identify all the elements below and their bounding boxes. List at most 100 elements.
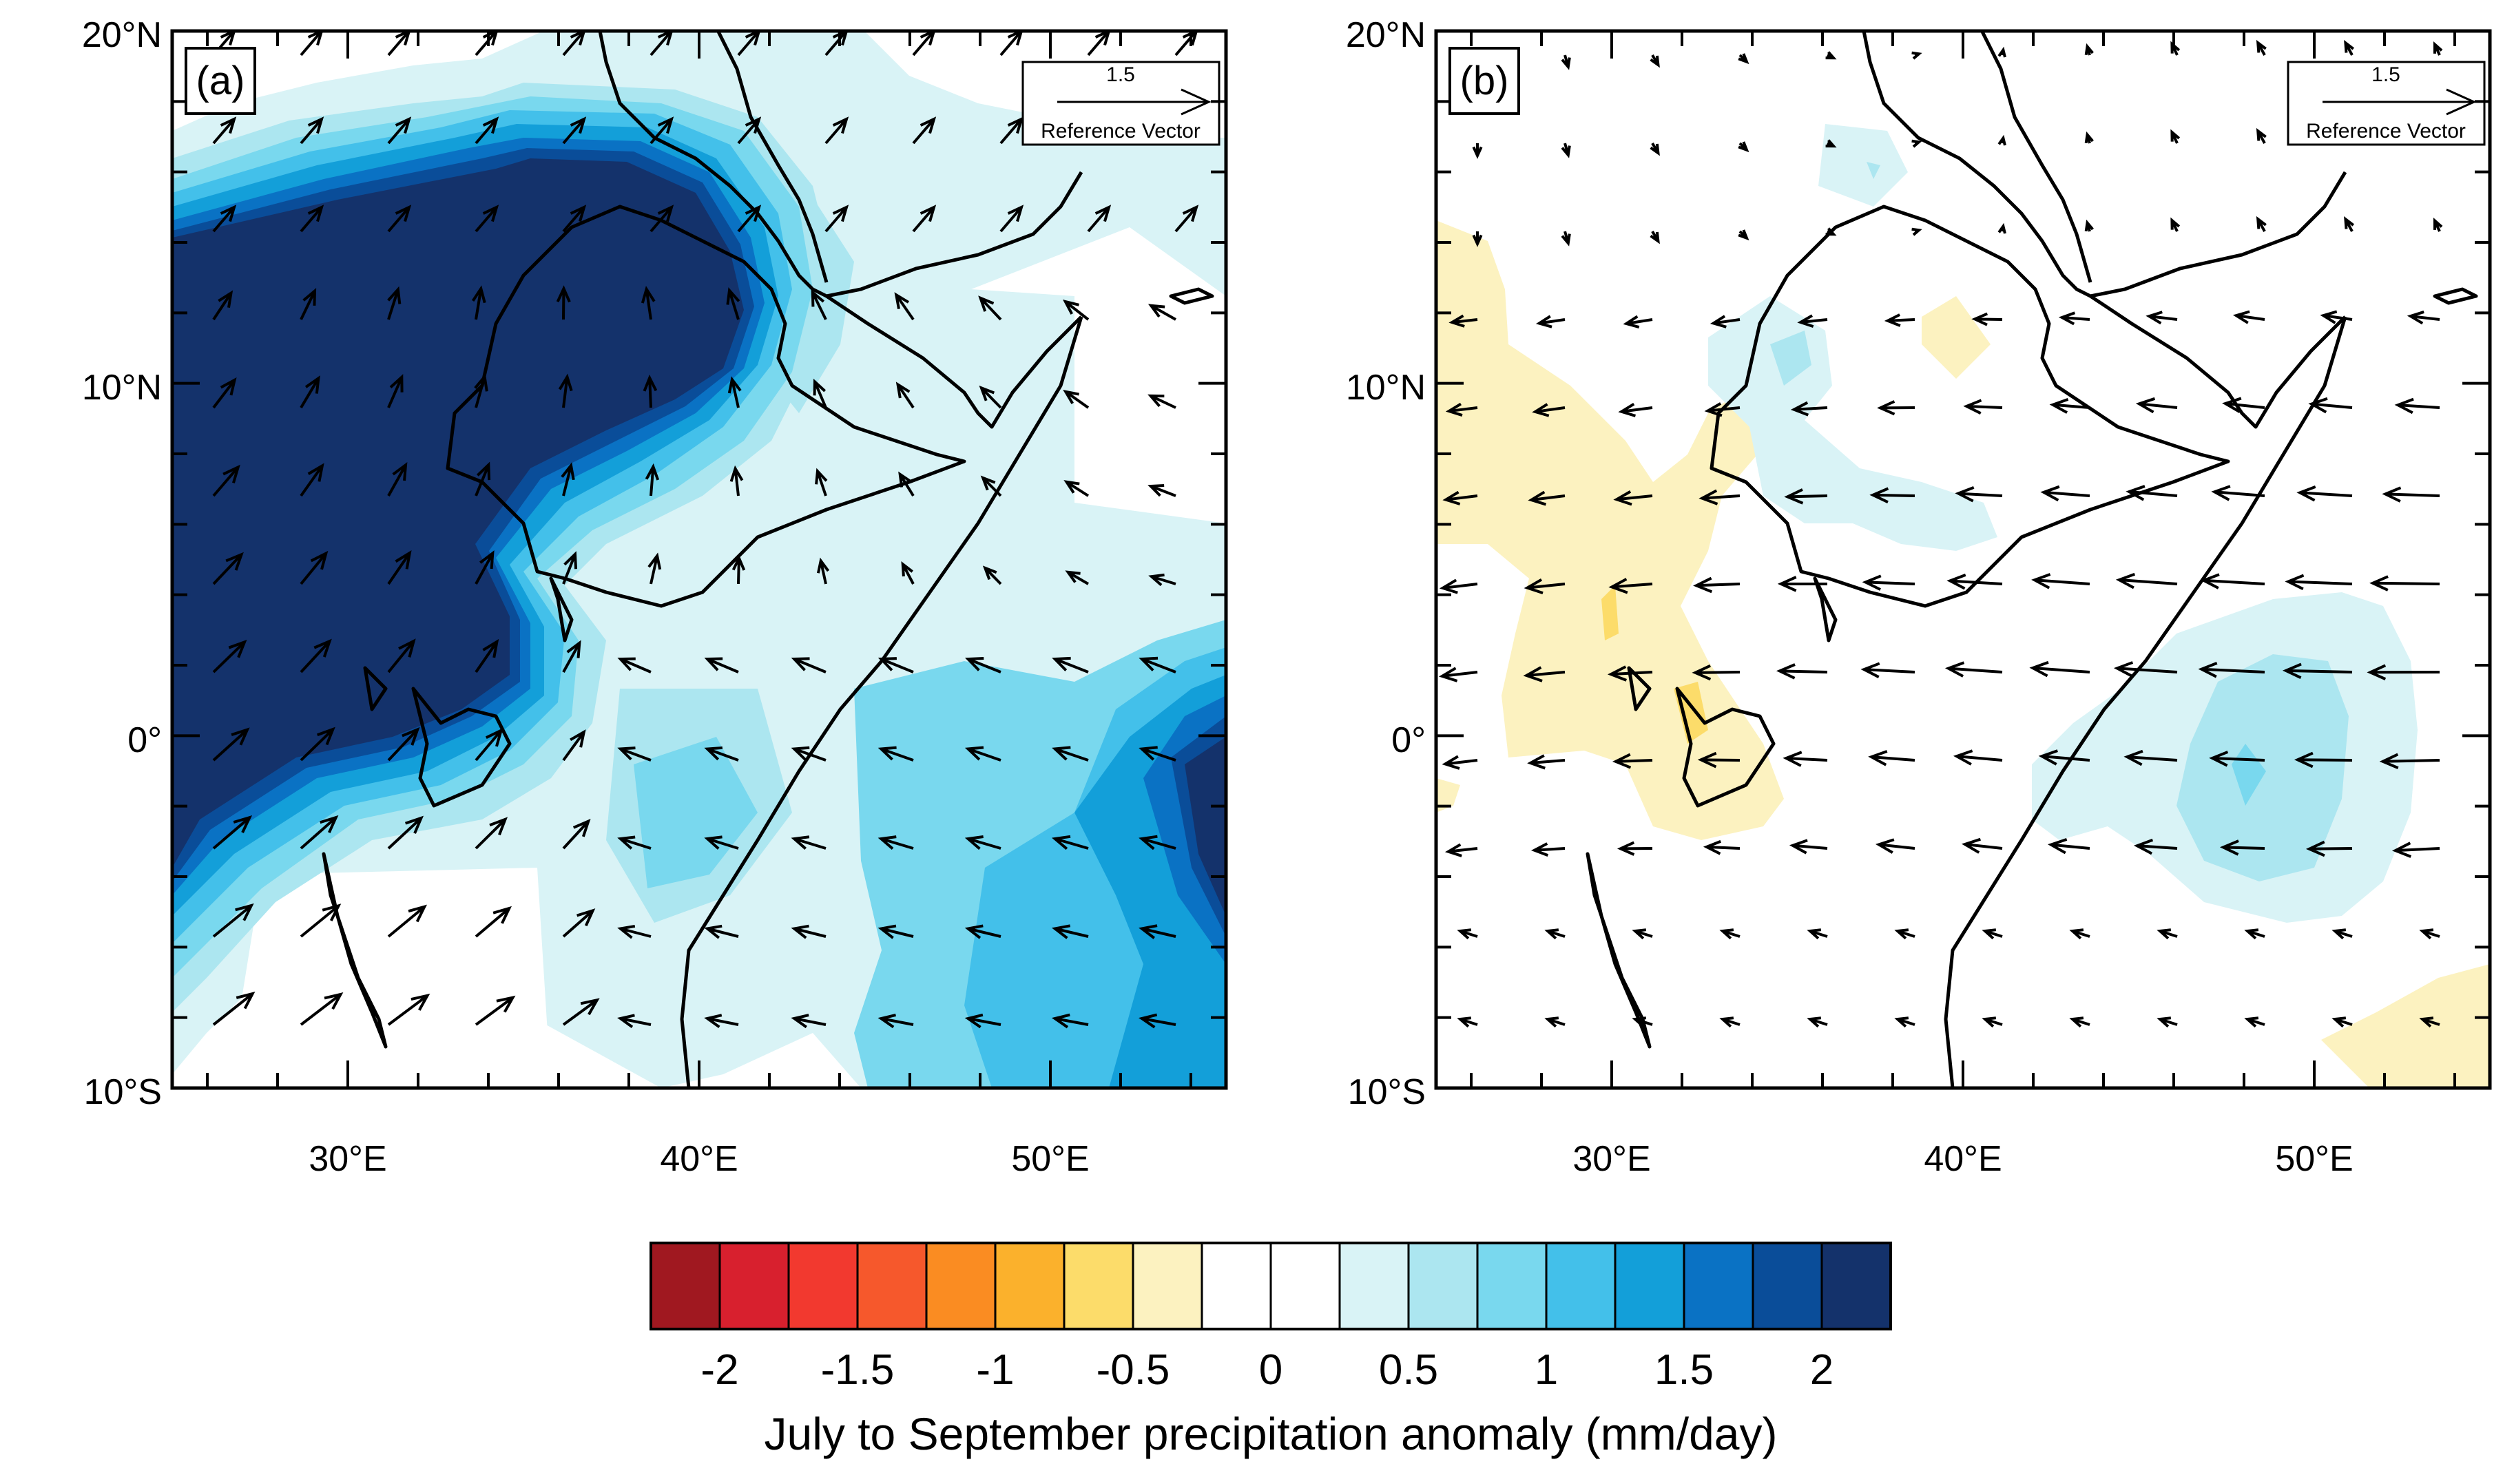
wind-vector-arrow-icon [815,468,828,497]
wind-vector-arrow-icon [1613,490,1653,506]
wind-vector-arrow-icon [2049,397,2090,414]
wind-vector-arrow-icon [1445,402,1478,417]
wind-vector-arrow-icon [1147,394,1176,409]
panel-a-lon-label-40e: 40°E [660,1139,738,1179]
wind-vector-arrow-icon [1632,928,1653,940]
wind-vector-arrow-icon [791,657,827,673]
wind-vector-arrow-icon [475,638,499,673]
wind-vector-arrow-icon [1868,750,1915,766]
wind-vector-arrow-icon [1953,749,2003,766]
wind-vector-arrow-icon [300,903,342,938]
wind-vector-arrow-icon [1438,667,1478,682]
wind-vector-arrow-icon [1875,838,1915,854]
wind-vector-arrow-icon [2285,574,2353,591]
wind-vector-arrow-icon [562,998,600,1026]
wind-vector-arrow-icon [475,995,516,1026]
wind-vector-arrow-icon [824,205,849,233]
wind-vector-arrow-icon [1698,489,1741,505]
wind-vector-arrow-icon [2069,928,2090,940]
colorbar-tick-label: 2 [1810,1346,1833,1394]
wind-vector-arrow-icon [1472,143,1483,159]
svg-text:1.5: 1.5 [2371,63,2400,86]
wind-vector-arrow-icon [475,116,499,145]
wind-vector-arrow-icon [1063,480,1090,497]
wind-vector-arrow-icon [1472,231,1483,247]
colorbar-tick-label: 0 [1259,1346,1282,1394]
wind-vector-arrow-icon [2367,664,2440,680]
wind-vector-arrow-icon [704,746,739,762]
wind-vector-arrow-icon [562,31,586,56]
wind-vector-arrow-icon [824,116,849,145]
wind-vector-arrow-icon [2331,1016,2353,1028]
wind-vector-arrow-icon [645,463,660,497]
wind-vector-arrow-icon [475,906,512,938]
wind-vector-arrow-icon [877,746,914,762]
wind-vector-arrow-icon [474,373,488,408]
wind-vector-arrow-icon [387,374,404,408]
wind-vector-arrow-icon [1523,666,1566,682]
colorbar-cell [925,1242,997,1330]
wind-vector-arrow-icon [704,835,739,850]
wind-vector-arrow-icon [1181,88,1212,116]
wind-vector-arrow-icon [1051,835,1089,850]
wind-vector-arrow-icon [2047,837,2090,855]
wind-vector-arrow-icon [2126,485,2178,501]
wind-vector-arrow-icon [1561,143,1571,158]
panel-a-coastlines [322,31,1214,1088]
wind-vector-arrow-icon [979,385,1002,409]
wind-vector-arrow-icon [1719,928,1741,940]
wind-vector-arrow-icon [2040,485,2090,502]
colorbar-cell [1269,1242,1341,1330]
wind-vector-arrow-icon [1825,139,1837,148]
wind-vector-arrow-icon [982,565,1002,585]
wind-vector-arrow-icon [824,31,849,56]
panel-b-reference-vector: 1.5 Reference Vector [2287,61,2486,146]
wind-vector-arrow-icon [2407,311,2440,325]
wind-vector-arrow-icon [1139,1013,1176,1029]
wind-vector-arrow-icon [1623,315,1653,328]
wind-vector-arrow-icon [1860,662,1915,678]
wind-vector-arrow-icon [1738,229,1749,241]
wind-vector-arrow-icon [1807,1016,1828,1028]
wind-vector-arrow-icon [726,287,740,320]
panel-b-precip-shading [1436,31,2490,1088]
wind-vector-arrow-icon [617,746,652,762]
wind-vector-arrow-icon [617,1014,652,1028]
wind-vector-arrow-icon [1704,402,1741,417]
wind-vector-arrow-icon [2123,749,2178,766]
colorbar-cell [1201,1242,1272,1330]
wind-vector-arrow-icon [877,657,914,673]
wind-vector-arrow-icon [737,31,761,56]
wind-vector-arrow-icon [731,554,746,585]
wind-vector-arrow-icon [1063,389,1090,409]
wind-vector-arrow-icon [1790,401,1828,417]
wind-vector-arrow-icon [2320,310,2353,324]
wind-vector-arrow-icon [2084,43,2094,56]
panel-b-tag: (b) [1460,59,1509,103]
panel-a-lon-label-30e: 30°E [309,1139,386,1179]
wind-vector-arrow-icon [387,993,430,1026]
wind-vector-arrow-icon [212,205,237,233]
wind-vector-arrow-icon [643,374,658,408]
wind-vector-arrow-icon [2369,575,2440,592]
colorbar-cell [1683,1242,1754,1330]
wind-vector-arrow-icon [2115,572,2178,589]
panel-b-tag-box [1448,47,1520,115]
wind-vector-arrow-icon [2296,485,2353,502]
wind-vector-arrow-icon [2135,397,2178,414]
wind-vector-arrow-icon [1139,656,1176,673]
colorbar-cell [718,1242,790,1330]
wind-vector-arrow-icon [1789,839,1828,855]
wind-vector-arrow-icon [877,1014,914,1029]
wind-vector-arrow-icon [641,286,656,320]
wind-vector-arrow-icon [1617,841,1653,856]
wind-vector-arrow-icon [650,31,674,56]
wind-vector-arrow-icon [387,815,424,850]
wind-vector-arrow-icon [475,728,503,762]
wind-vector-arrow-icon [1439,578,1478,594]
wind-vector-arrow-icon [2294,751,2353,769]
wind-vector-arrow-icon [1561,231,1571,247]
wind-vector-arrow-icon [737,205,762,233]
wind-vector-arrow-icon [1147,304,1176,321]
